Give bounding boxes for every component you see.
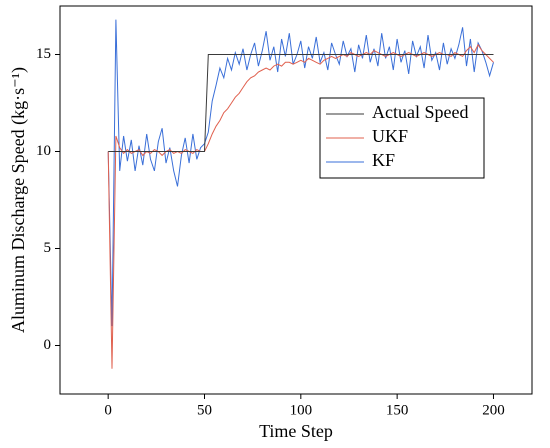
y-tick-label: 5 (44, 240, 52, 256)
x-tick-label: 200 (482, 402, 505, 418)
y-tick-label: 15 (36, 46, 51, 62)
series-line (108, 54, 494, 152)
x-tick-label: 100 (290, 402, 313, 418)
legend-label: KF (372, 150, 395, 170)
x-tick-label: 50 (197, 402, 212, 418)
legend-label: Actual Speed (372, 102, 468, 122)
x-tick-label: 150 (386, 402, 409, 418)
x-tick-label: 0 (104, 402, 112, 418)
y-tick-label: 10 (36, 143, 51, 159)
y-axis-label: Aluminum Discharge Speed (kg·s⁻¹) (8, 67, 29, 333)
x-axis-label: Time Step (259, 421, 333, 441)
series-line (107, 43, 494, 369)
plot-frame (59, 5, 533, 395)
legend-label: UKF (372, 126, 408, 146)
series-line (107, 19, 494, 327)
y-tick-label: 0 (44, 337, 52, 353)
